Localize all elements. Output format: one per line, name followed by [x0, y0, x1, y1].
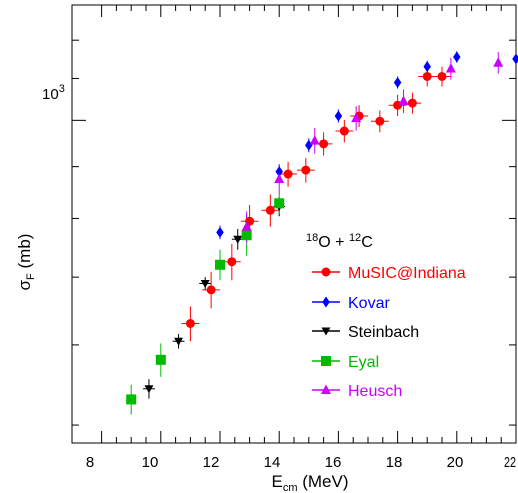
- music-indiana-point: [375, 116, 385, 126]
- kovar-point: [453, 51, 461, 63]
- legend-label-steinbach: Steinbach: [348, 324, 419, 341]
- music-indiana-point: [422, 71, 432, 81]
- x-tick-label: 16: [325, 454, 342, 471]
- eyal-point: [155, 354, 166, 365]
- axis-ticks: [72, 4, 517, 443]
- music-indiana-point: [339, 126, 349, 136]
- x-axis-label: Ecm (MeV): [271, 472, 348, 493]
- x-tick-label: 14: [264, 454, 281, 471]
- y-axis-label: σF (mb): [15, 234, 37, 291]
- music-indiana-point: [437, 71, 447, 81]
- kovar-point: [216, 226, 224, 238]
- y-tick-label-1000: 103: [42, 83, 65, 103]
- kovar-point: [334, 110, 343, 122]
- heusch-point: [445, 63, 456, 73]
- music-indiana-point: [206, 285, 216, 295]
- eyal-point: [241, 230, 252, 241]
- legend-title: 18O + 12C: [306, 232, 373, 251]
- x-tick-label: 12: [203, 454, 220, 471]
- steinbach-point: [200, 279, 210, 288]
- music-indiana-point: [185, 318, 195, 328]
- kovar-point: [393, 76, 402, 88]
- kovar-point: [305, 139, 313, 151]
- legend-label-music-indiana: MuSIC@Indiana: [348, 265, 466, 282]
- music-indiana-point: [407, 98, 417, 108]
- legend-marker-heusch: [321, 384, 331, 394]
- legend-marker-kovar: [322, 296, 330, 308]
- heusch-point: [493, 57, 504, 67]
- x-tick-label: 20: [447, 454, 464, 471]
- legend-marker-steinbach: [321, 327, 331, 336]
- eyal-point: [274, 198, 285, 209]
- legend-label-heusch: Heusch: [348, 383, 402, 400]
- heusch-point: [241, 221, 252, 231]
- music-indiana-point: [301, 165, 311, 175]
- x-tick-label: 8: [86, 454, 94, 471]
- legend-marker-music-indiana: [321, 267, 331, 277]
- heusch-point: [309, 135, 320, 145]
- heusch-point: [351, 112, 362, 123]
- eyal-point: [215, 259, 225, 270]
- heusch-point: [274, 173, 285, 184]
- music-indiana-point: [319, 139, 329, 149]
- steinbach-point: [174, 337, 184, 346]
- kovar-point: [512, 53, 518, 65]
- x-tick-label: 22: [504, 454, 516, 471]
- x-tick-label: 18: [386, 454, 403, 471]
- legend: 18O + 12C MuSIC@Indiana Kovar Steinbach Eya…: [306, 232, 466, 400]
- x-tick-label: 10: [142, 454, 159, 471]
- eyal-point: [126, 394, 137, 405]
- music-indiana-point: [265, 205, 275, 215]
- steinbach-point: [144, 385, 154, 394]
- music-indiana-point: [227, 257, 237, 267]
- heusch-point: [398, 95, 409, 105]
- data-markers: [126, 51, 518, 405]
- steinbach-point: [233, 235, 243, 244]
- axis-tick-labels: 8 10 12 14 16 18 20 22 103: [42, 83, 516, 471]
- legend-label-kovar: Kovar: [348, 295, 390, 312]
- music-indiana-point: [283, 169, 293, 179]
- kovar-point: [275, 166, 283, 178]
- legend-marker-eyal: [321, 356, 331, 366]
- legend-label-eyal: Eyal: [348, 354, 379, 371]
- kovar-point: [423, 61, 431, 73]
- legend-entries: MuSIC@Indiana Kovar Steinbach Eyal Heusch: [312, 265, 466, 400]
